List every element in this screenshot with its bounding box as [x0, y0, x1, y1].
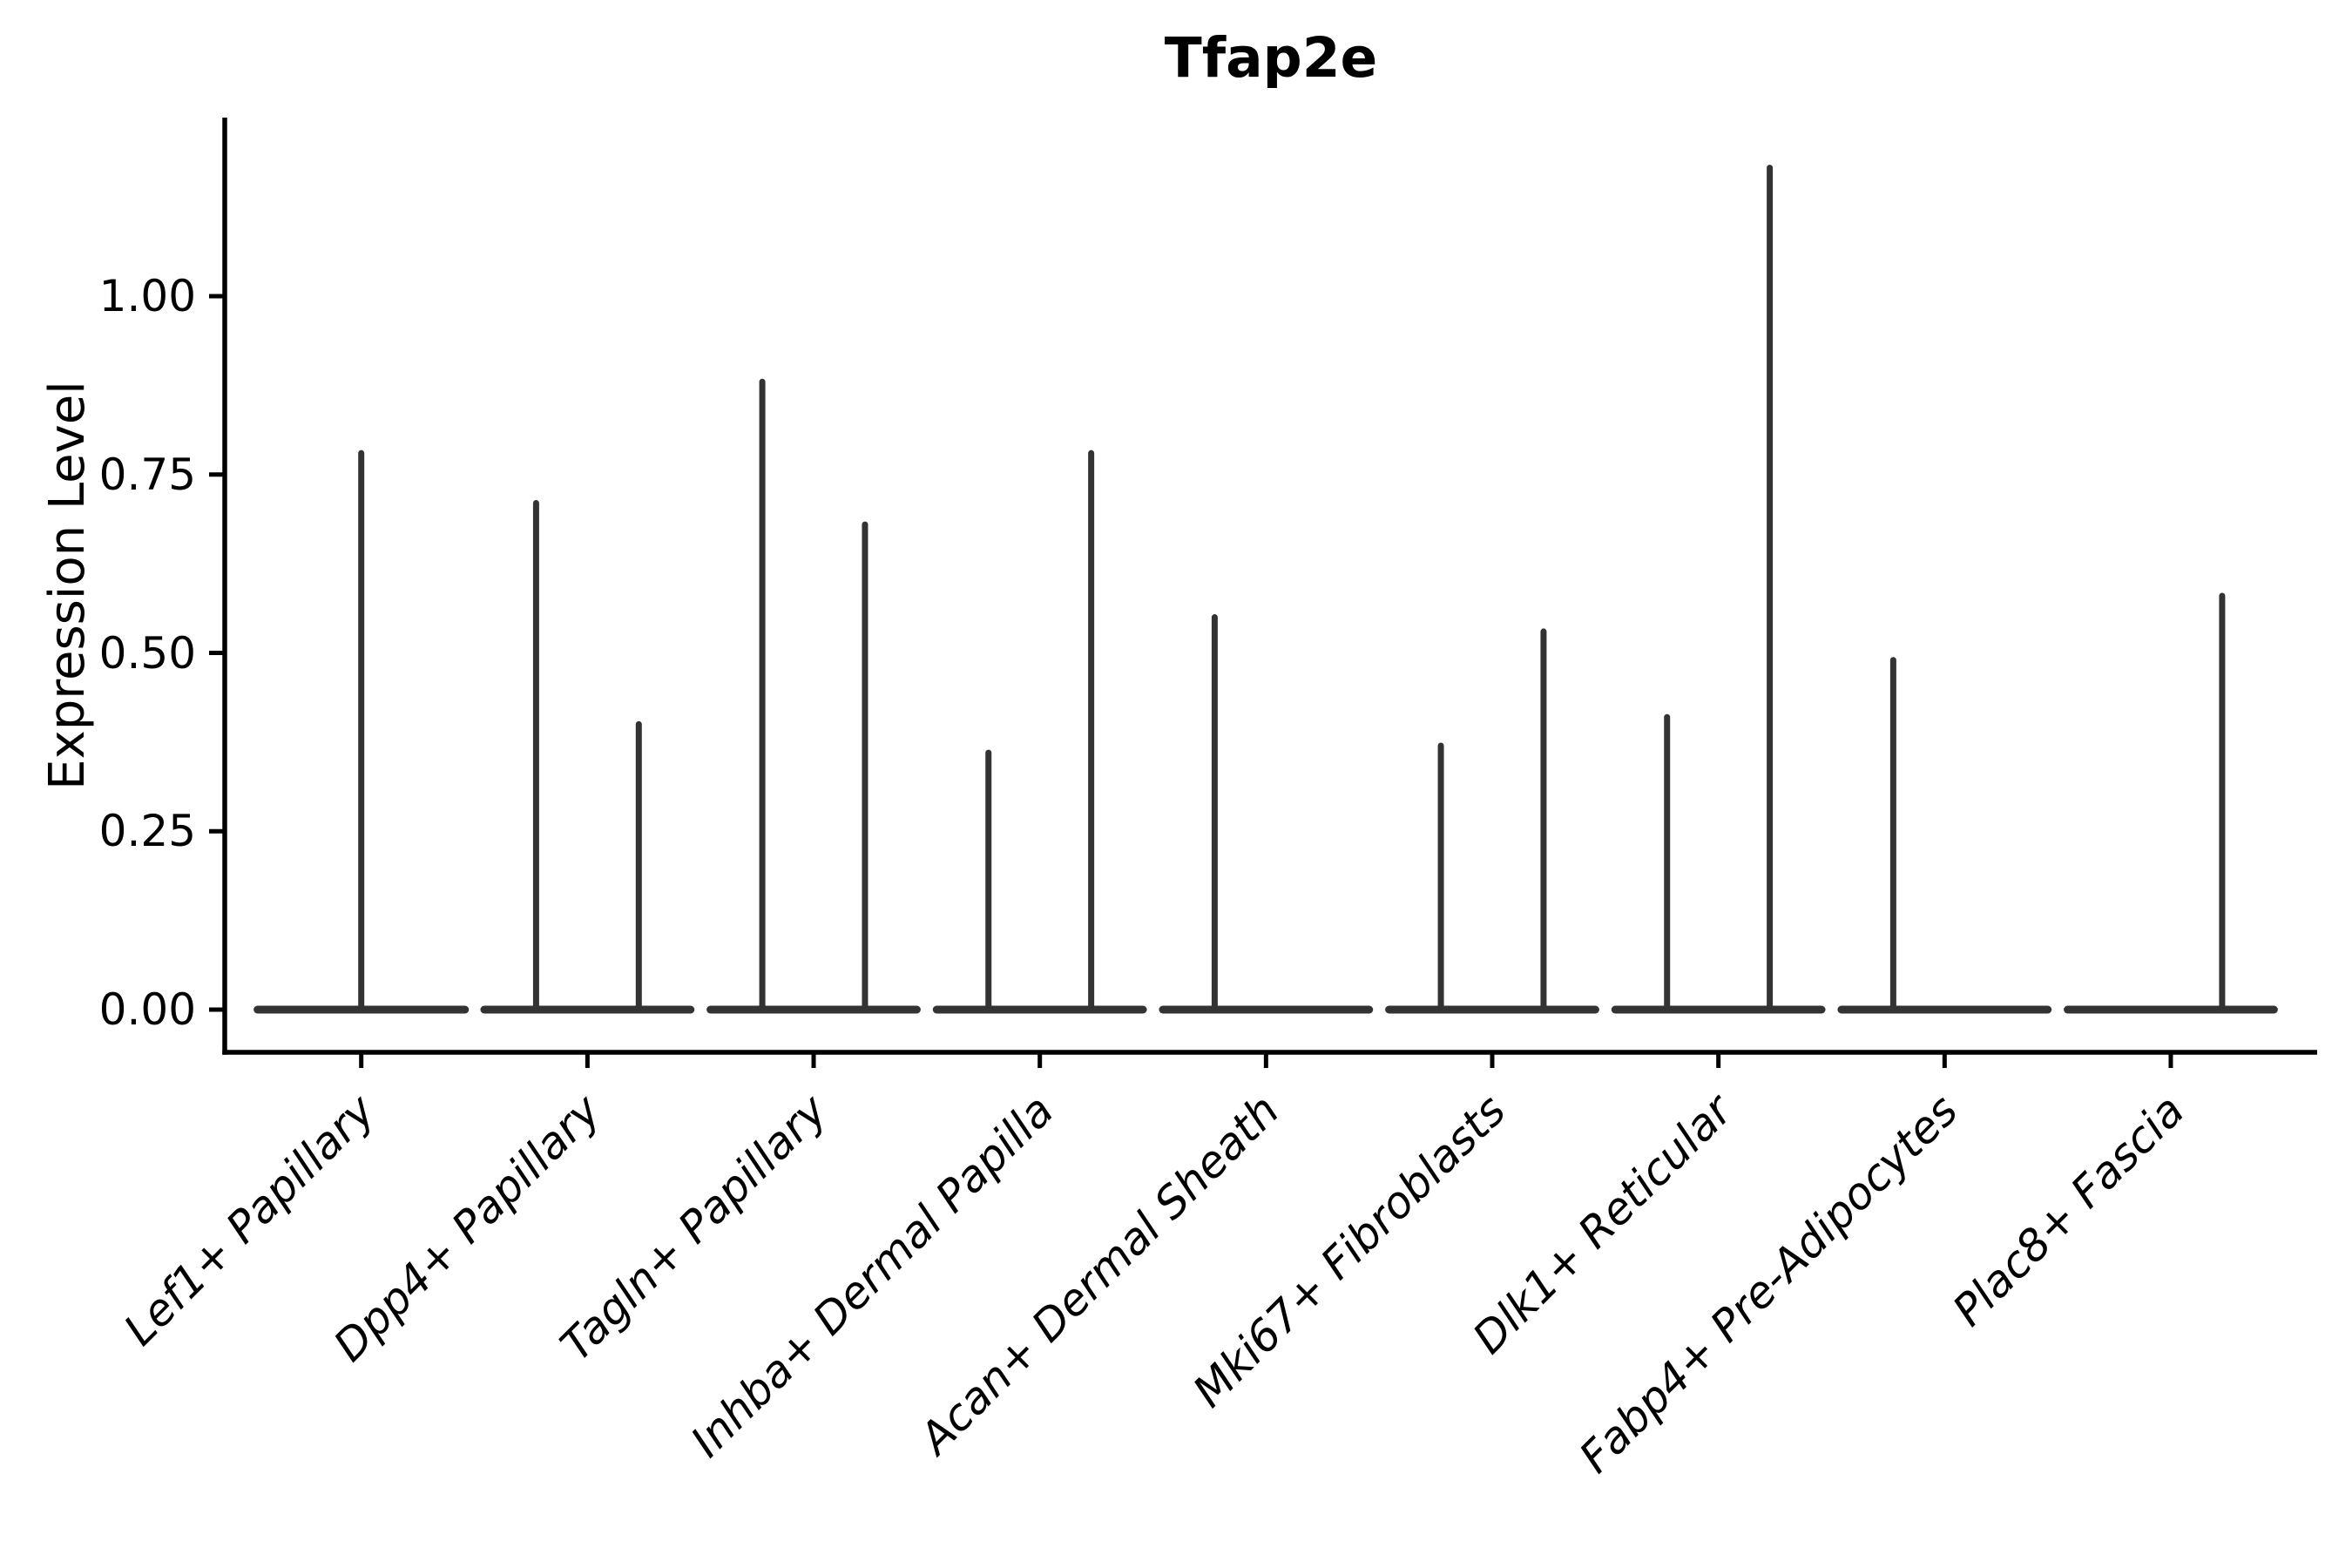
- chart-title: Tfap2e: [1164, 26, 1378, 90]
- y-tick-label: 0.25: [98, 806, 196, 857]
- y-tick-label: 0.00: [98, 984, 196, 1035]
- y-tick-label: 0.50: [98, 627, 196, 679]
- y-tick-label: 0.75: [98, 449, 196, 500]
- y-tick-label: 1.00: [98, 271, 196, 321]
